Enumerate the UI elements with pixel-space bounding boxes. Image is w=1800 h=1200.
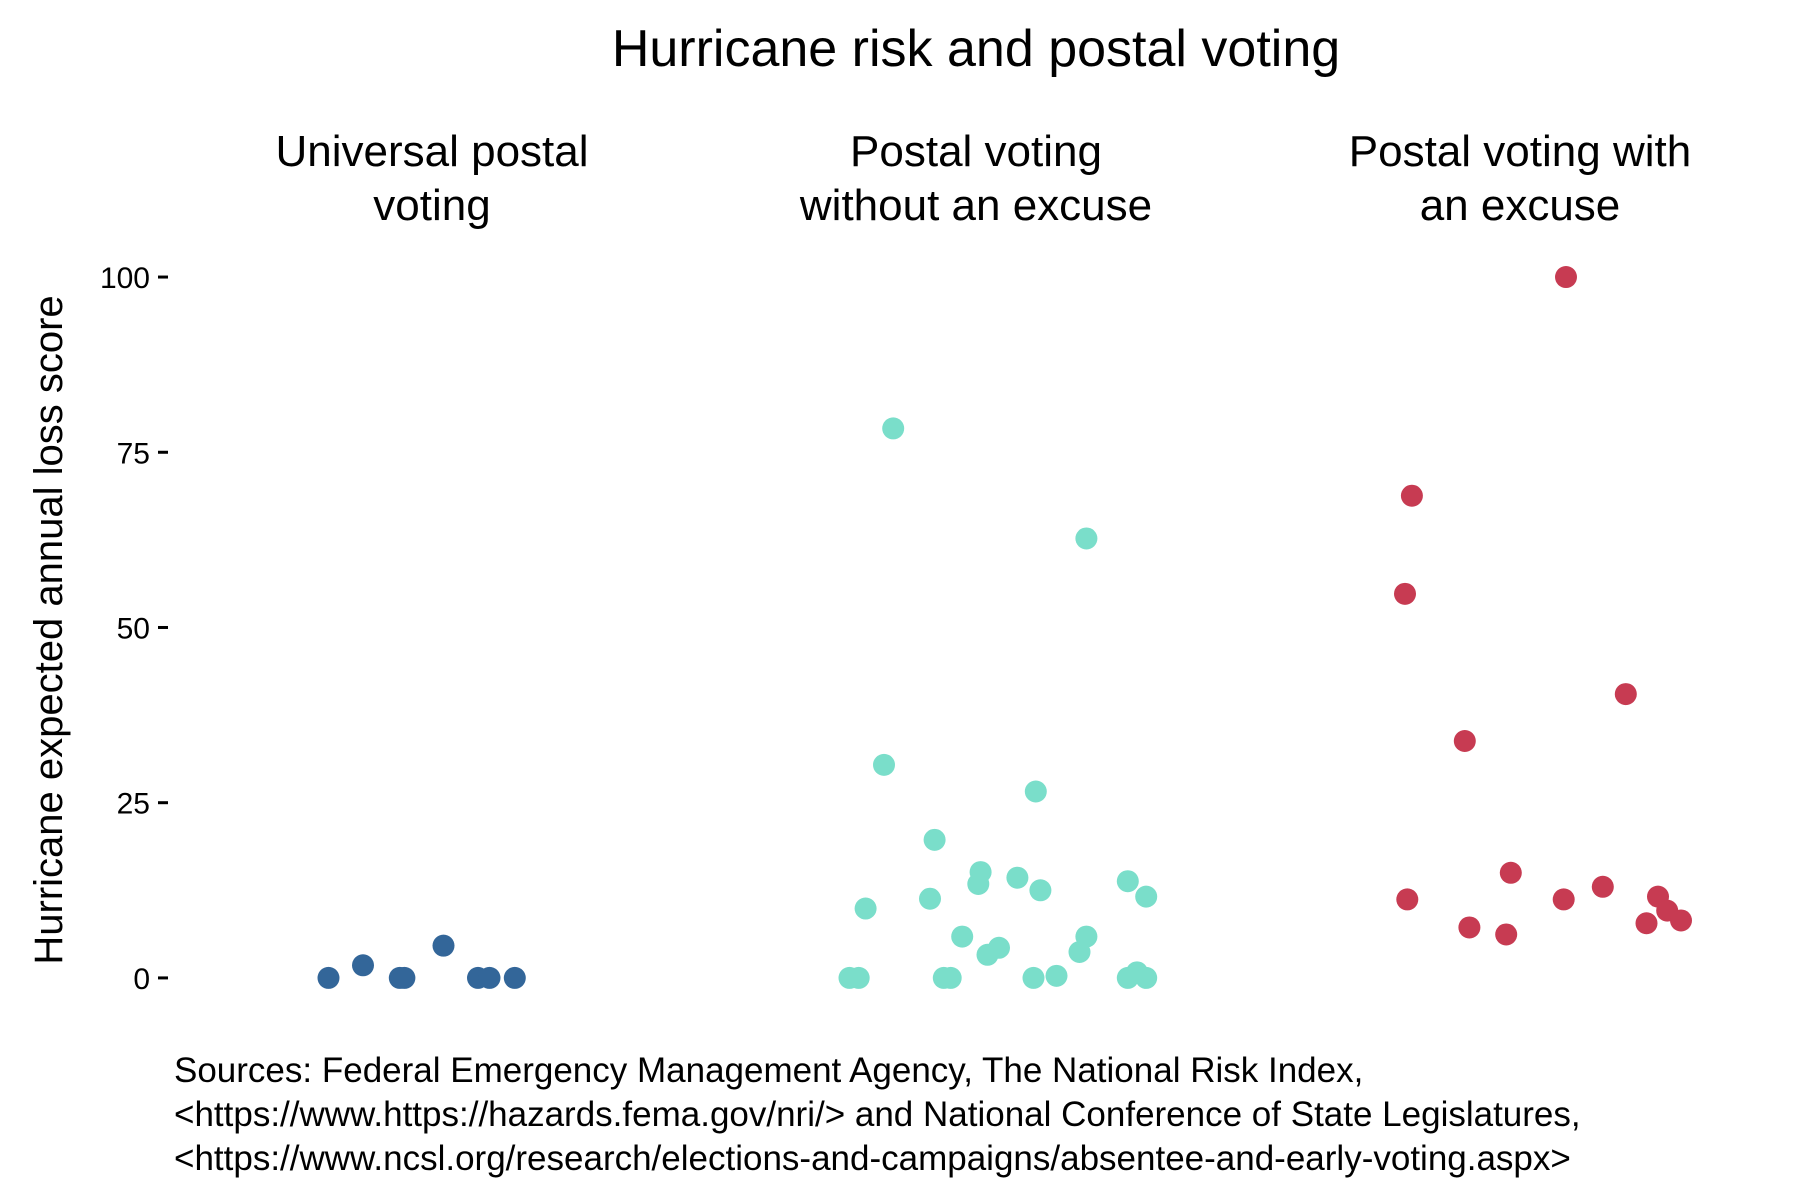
data-point-panel-2 xyxy=(847,966,870,989)
data-point-panel-1 xyxy=(352,954,374,977)
facet-labels: Universal postal voting Postal voting witho… xyxy=(275,127,1691,230)
data-point-panel-2 xyxy=(1116,870,1139,893)
data-point-panel-2 xyxy=(1024,780,1047,803)
facet-label-3-line-2: an excuse xyxy=(1420,181,1621,230)
data-point-panel-3 xyxy=(1396,888,1419,911)
data-point-panel-3 xyxy=(1591,875,1614,898)
chart-title: Hurricane risk and postal voting xyxy=(612,20,1340,78)
y-axis: 0 25 50 75 100 xyxy=(100,262,168,996)
y-tick-label: 25 xyxy=(117,788,150,821)
data-point-panel-1 xyxy=(317,966,340,989)
data-point-panel-1 xyxy=(503,966,526,989)
data-point-panel-3 xyxy=(1400,484,1423,507)
data-point-panel-3 xyxy=(1495,923,1518,946)
data-point-panel-3 xyxy=(1635,912,1658,935)
data-point-panel-3 xyxy=(1458,916,1481,939)
data-point-panel-2 xyxy=(951,925,974,948)
y-tick-label: 50 xyxy=(117,612,150,645)
caption-line-1: Sources: Federal Emergency Management Ag… xyxy=(174,1051,1363,1090)
facet-label-1-line-2: voting xyxy=(373,181,490,230)
data-point-panel-2 xyxy=(854,897,877,920)
data-point-panel-3 xyxy=(1555,266,1577,289)
facet-label-3-line-1: Postal voting with xyxy=(1349,127,1691,176)
data-point-panel-3 xyxy=(1394,582,1416,605)
data-points xyxy=(317,266,1692,989)
data-point-panel-3 xyxy=(1614,683,1637,706)
data-point-panel-2 xyxy=(1006,866,1029,889)
data-point-panel-2 xyxy=(882,417,905,440)
facet-label-2-line-1: Postal voting xyxy=(850,127,1102,176)
facet-label-1-line-1: Universal postal xyxy=(275,127,588,176)
data-point-panel-2 xyxy=(1022,966,1045,989)
caption: Sources: Federal Emergency Management Ag… xyxy=(174,1051,1590,1178)
data-point-panel-3 xyxy=(1670,909,1692,932)
data-point-panel-2 xyxy=(873,753,895,776)
data-point-panel-1 xyxy=(393,966,416,989)
data-point-panel-2 xyxy=(1116,966,1139,989)
data-point-panel-2 xyxy=(976,943,999,966)
data-point-panel-2 xyxy=(1075,527,1098,550)
y-axis-label: Hurricane expected annual loss score xyxy=(27,295,71,964)
caption-line-3: <https://www.ncsl.org/research/elections… xyxy=(174,1139,1571,1178)
data-point-panel-3 xyxy=(1453,730,1476,753)
data-point-panel-2 xyxy=(1135,885,1158,908)
data-point-panel-2 xyxy=(939,966,962,989)
data-point-panel-2 xyxy=(967,873,990,896)
facet-label-2-line-2: without an excuse xyxy=(799,181,1152,230)
y-tick-label: 0 xyxy=(133,963,150,996)
data-point-panel-1 xyxy=(478,966,501,989)
data-point-panel-3 xyxy=(1552,888,1575,911)
y-tick-label: 100 xyxy=(100,262,150,295)
data-point-panel-2 xyxy=(1029,879,1052,902)
data-point-panel-2 xyxy=(1068,940,1091,963)
y-tick-label: 75 xyxy=(117,437,150,470)
data-point-panel-2 xyxy=(919,887,941,910)
data-point-panel-2 xyxy=(1135,966,1158,989)
data-point-panel-1 xyxy=(432,934,455,957)
caption-line-2: <https://www.https://hazards.fema.gov/nr… xyxy=(174,1095,1581,1134)
data-point-panel-2 xyxy=(1045,964,1068,987)
data-point-panel-3 xyxy=(1499,861,1522,884)
data-point-panel-2 xyxy=(923,828,946,851)
